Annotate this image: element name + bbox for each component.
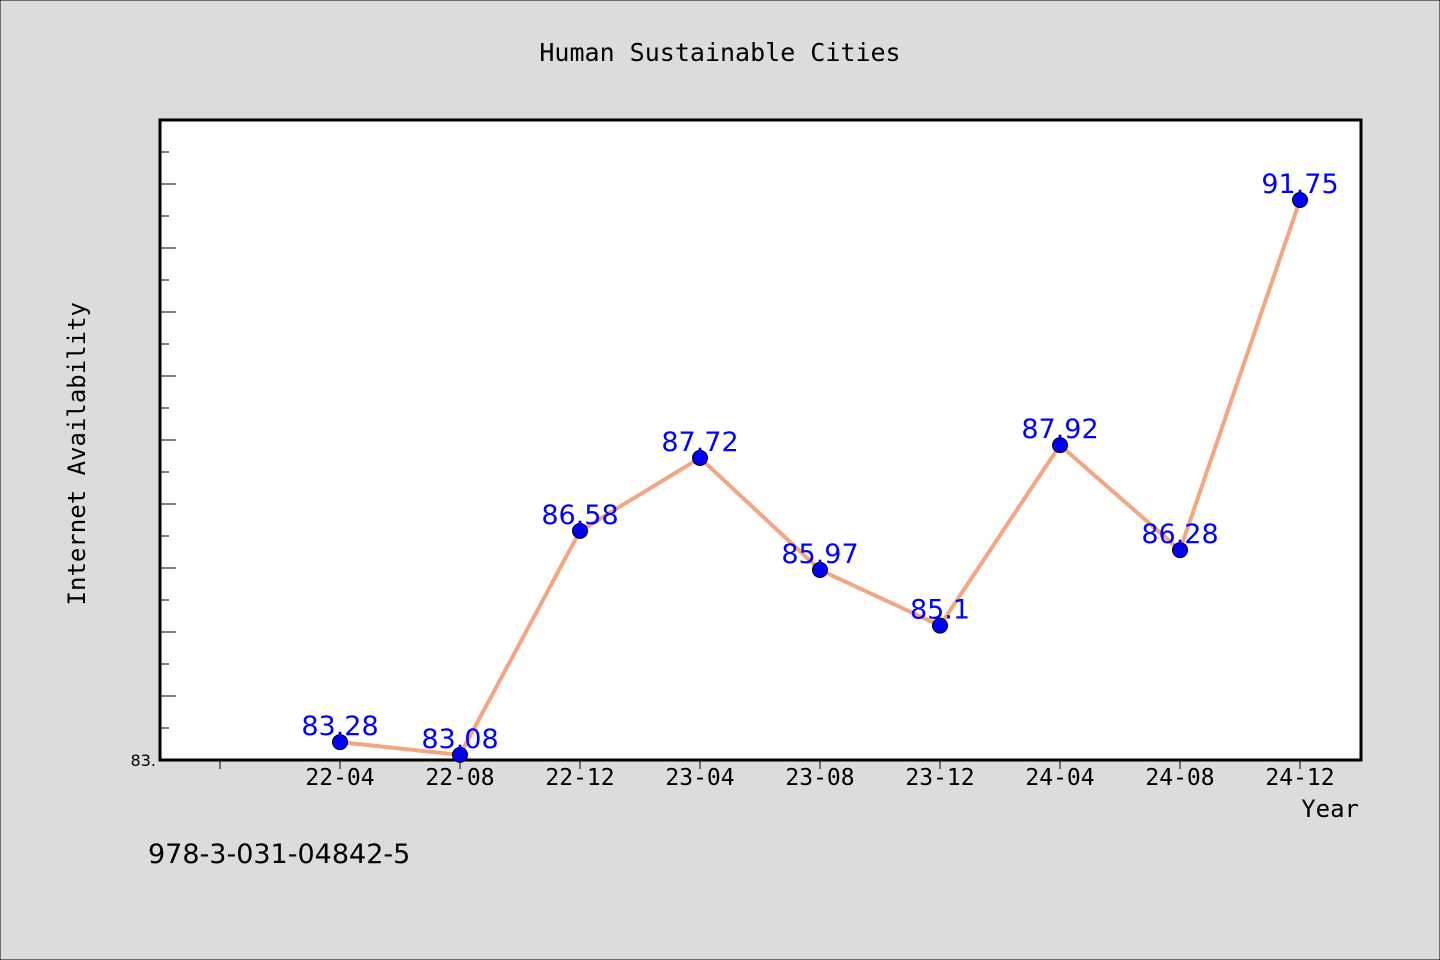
data-label: 83.28: [301, 711, 378, 742]
data-label: 87.72: [661, 427, 738, 458]
data-label: 86.58: [541, 500, 618, 531]
data-point: [572, 522, 588, 539]
x-tick-label: 24-12: [1265, 765, 1334, 791]
x-tick-label: 24-04: [1025, 765, 1094, 791]
data-label: 83.08: [421, 724, 498, 755]
data-point: [1292, 192, 1308, 208]
data-label: 87.92: [1021, 414, 1098, 445]
plot-area: [160, 120, 1361, 760]
data-point: [452, 746, 468, 763]
data-point: [932, 617, 948, 634]
data-label: 85.97: [781, 539, 858, 570]
x-tick-label: 23-04: [665, 765, 734, 791]
data-point: [812, 561, 828, 578]
x-tick-label: 22-12: [545, 765, 614, 791]
data-label: 85.1: [910, 595, 970, 626]
x-axis-title: Year: [1301, 795, 1359, 823]
x-tick-label: 22-04: [305, 765, 374, 791]
data-label: 86.28: [1141, 519, 1218, 550]
data-point: [1052, 437, 1068, 454]
x-tick-label: 24-08: [1145, 765, 1214, 791]
y-tick-label: 83.: [131, 751, 156, 770]
data-point: [332, 734, 348, 751]
x-axis-tick-labels: 22-04 22-08 22-12 23-04 23-08 23-12 24-04 24-08…: [305, 765, 1334, 791]
isbn-footer: 978-3-031-04842-5: [148, 839, 410, 870]
data-label: 91.75: [1261, 169, 1338, 200]
plot-frame: [158, 118, 1363, 762]
marker-layer: [332, 192, 1308, 763]
chart-title: Human Sustainable Cities: [539, 38, 900, 67]
y-axis-title: Internet Availability: [63, 302, 91, 605]
x-tick-label: 22-08: [425, 765, 494, 791]
data-point: [692, 449, 708, 466]
x-tick-label: 23-12: [905, 765, 974, 791]
x-tick-label: 23-08: [785, 765, 854, 791]
data-label-layer: 83.28 83.08 86.58 87.72 85.97 85.1 87.92 86.28 9…: [301, 169, 1338, 755]
data-point: [1172, 542, 1188, 559]
y-axis-tick-labels: 83.: [131, 751, 156, 770]
